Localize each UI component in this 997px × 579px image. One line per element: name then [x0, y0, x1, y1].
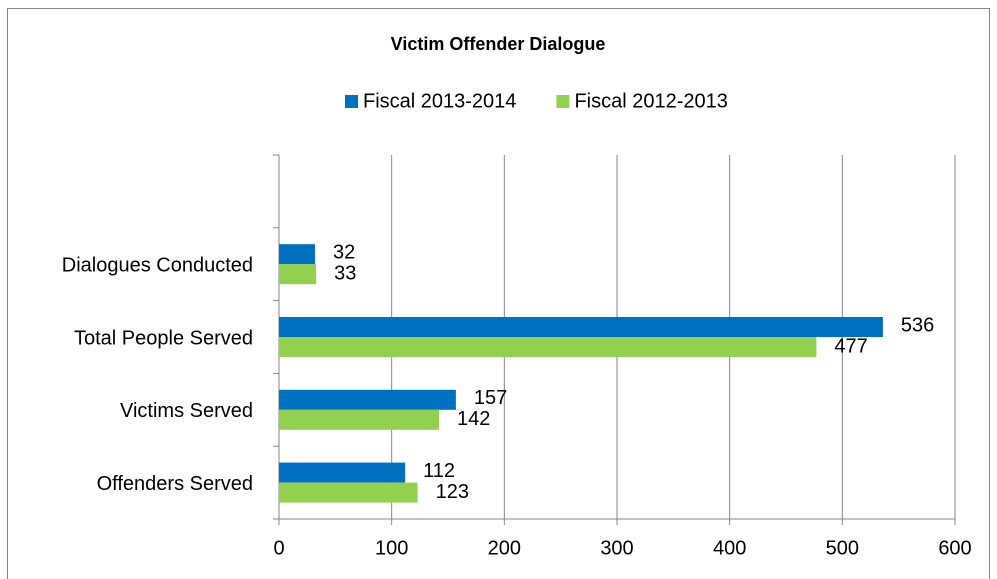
x-tick-label: 500: [826, 537, 859, 559]
bar: [279, 409, 439, 430]
value-label: 142: [457, 408, 490, 430]
y-tick-label: Dialogues Conducted: [62, 254, 253, 276]
value-label: 112: [423, 460, 455, 482]
legend-swatch: [556, 95, 570, 108]
legend-label: Fiscal 2013-2014: [363, 90, 516, 112]
legend-swatch: [345, 95, 358, 108]
value-label: 32: [333, 241, 355, 263]
x-tick-label: 200: [488, 537, 521, 559]
value-label: 157: [474, 387, 507, 409]
bar: [279, 337, 817, 357]
bar: [279, 389, 456, 410]
chart-frame: [7, 8, 990, 579]
legend-label: Fiscal 2012-2013: [574, 90, 727, 112]
x-tick-label: 600: [938, 537, 971, 559]
bar: [279, 482, 418, 503]
x-tick-label: 400: [713, 537, 746, 559]
value-label: 477: [834, 335, 867, 357]
y-tick-label: Total People Served: [74, 327, 253, 349]
x-tick-label: 300: [600, 537, 633, 559]
y-tick-label: Offenders Served: [97, 473, 253, 495]
chart-title: Victim Offender Dialogue: [391, 34, 606, 54]
value-label: 33: [334, 262, 356, 284]
value-label: 123: [436, 481, 469, 503]
bar: [279, 264, 317, 285]
bar: [279, 317, 883, 337]
bar: [279, 462, 406, 483]
x-tick-label: 0: [273, 537, 284, 559]
bar: [279, 244, 316, 265]
x-tick-label: 100: [375, 537, 408, 559]
value-label: 536: [901, 314, 934, 336]
y-tick-label: Victims Served: [120, 400, 253, 422]
